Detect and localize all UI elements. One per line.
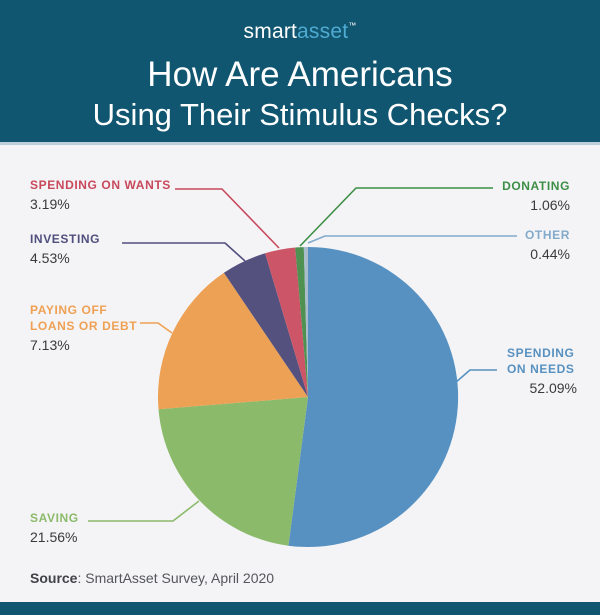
pie-slice-needs [288,246,459,547]
callout-value-paying-off-loans: 7.13% [30,337,70,353]
logo-text-smart: smart [243,20,298,43]
callout-label-spending-on-wants: SPENDING ON WANTS [30,178,171,192]
footer-band [0,602,600,615]
callout-investing: INVESTING 4.53% [30,231,100,267]
header-band: smartasset™ How Are Americans Using Thei… [0,0,600,145]
callout-value-donating: 1.06% [530,197,570,213]
pie-slice-saving [158,397,308,546]
leader-line-investing [122,242,246,262]
callout-label-saving: SAVING [30,511,79,525]
callout-label-other: OTHER [525,228,570,242]
callout-value-spending-on-wants: 3.19% [30,196,70,212]
source-text: : SmartAsset Survey, April 2020 [77,570,275,586]
callout-label-investing: INVESTING [30,232,101,246]
source-note: Source: SmartAsset Survey, April 2020 [30,570,274,586]
leader-line-donating [299,187,493,247]
callout-saving: SAVING 21.56% [30,510,79,546]
pie-slice-investing [223,253,308,397]
callout-paying-off-loans: PAYING OFF LOANS OR DEBT 7.13% [30,302,154,354]
trademark-symbol: ™ [348,21,357,30]
callout-label-paying-off-loans: PAYING OFF LOANS OR DEBT [30,303,138,333]
pie-slice-wants [265,247,308,397]
leader-line-spending-on-needs [454,369,497,384]
source-label: Source [30,570,78,586]
pie-slice-donating [295,247,308,397]
pie-slices-group [157,246,459,547]
leader-line-saving [88,500,200,522]
callout-spending-on-wants: SPENDING ON WANTS 3.19% [30,177,171,213]
page-title-line-2: Using Their Stimulus Checks? [92,97,508,132]
callout-value-investing: 4.53% [30,250,70,266]
callout-value-other: 0.44% [530,246,570,262]
pie-slice-other [303,247,308,397]
callout-donating: DONATING 1.06% [502,178,570,214]
callout-label-donating: DONATING [502,179,570,193]
callout-label-spending-on-needs: SPENDING ON NEEDS [507,346,575,376]
callout-value-saving: 21.56% [30,529,78,545]
page-title-line-1: How Are Americans [147,55,453,94]
pie-slice-loans [157,272,308,410]
leader-line-spending-on-wants [175,188,280,249]
leader-line-other [307,235,517,244]
callout-value-spending-on-needs: 52.09% [529,380,577,396]
smartasset-logo: smartasset™ [0,15,600,43]
logo-text-asset: asset [297,20,349,43]
callout-other: OTHER 0.44% [525,227,570,263]
callout-spending-on-needs: SPENDING ON NEEDS 52.09% [507,345,577,397]
